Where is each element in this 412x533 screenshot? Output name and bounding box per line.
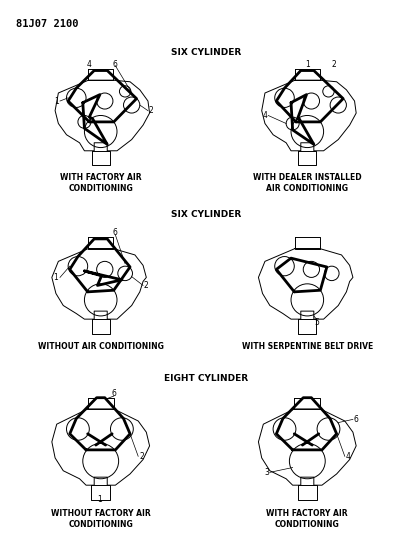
Text: WITH FACTORY AIR
CONDITIONING: WITH FACTORY AIR CONDITIONING	[267, 509, 348, 529]
Text: WITHOUT AIR CONDITIONING: WITHOUT AIR CONDITIONING	[38, 342, 164, 351]
Text: 6: 6	[354, 415, 358, 424]
Text: 6: 6	[111, 389, 116, 398]
Text: 2: 2	[144, 281, 149, 290]
Text: WITH DEALER INSTALLED
AIR CONDITIONING: WITH DEALER INSTALLED AIR CONDITIONING	[253, 173, 362, 192]
Text: WITHOUT FACTORY AIR
CONDITIONING: WITHOUT FACTORY AIR CONDITIONING	[51, 509, 151, 529]
Text: WITH FACTORY AIR
CONDITIONING: WITH FACTORY AIR CONDITIONING	[60, 173, 142, 192]
Text: 4: 4	[346, 452, 351, 461]
Text: 6: 6	[113, 228, 118, 237]
Text: EIGHT CYLINDER: EIGHT CYLINDER	[164, 374, 248, 383]
Text: 1: 1	[54, 273, 58, 282]
Text: 5: 5	[315, 318, 320, 327]
Text: 4: 4	[87, 60, 92, 69]
Text: 6: 6	[113, 60, 118, 69]
Text: 1: 1	[97, 495, 101, 504]
Text: 3: 3	[264, 468, 269, 477]
Text: 2: 2	[331, 60, 336, 69]
Text: WITH SERPENTINE BELT DRIVE: WITH SERPENTINE BELT DRIVE	[242, 342, 373, 351]
Text: 2: 2	[139, 452, 144, 461]
Text: SIX CYLINDER: SIX CYLINDER	[171, 48, 241, 57]
Text: 1: 1	[305, 60, 310, 69]
Text: 1: 1	[54, 96, 59, 106]
Text: SIX CYLINDER: SIX CYLINDER	[171, 210, 241, 219]
Text: 2: 2	[149, 106, 154, 115]
Text: 81J07 2100: 81J07 2100	[16, 19, 79, 29]
Text: 4: 4	[262, 111, 267, 120]
